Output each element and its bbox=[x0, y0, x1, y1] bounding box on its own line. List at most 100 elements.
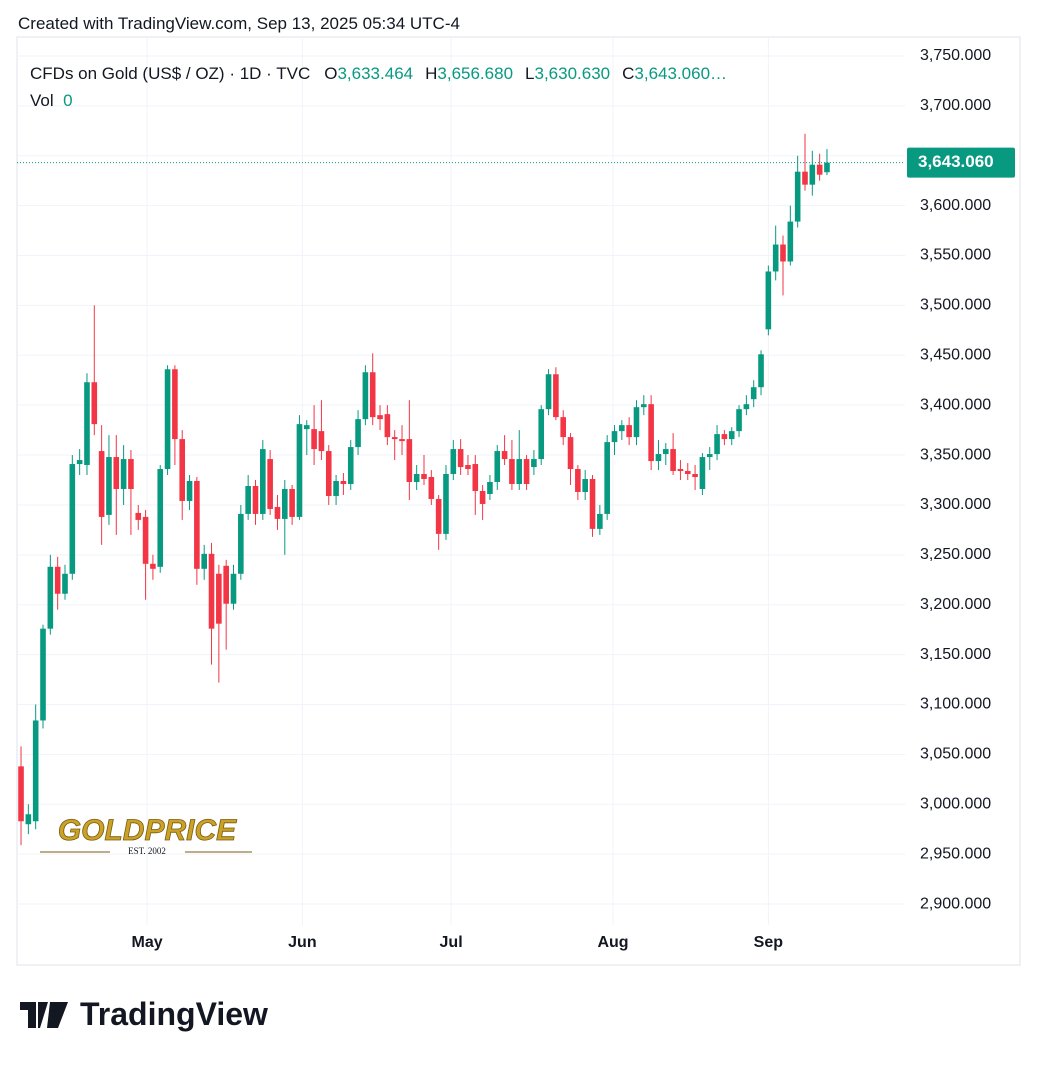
candle-body bbox=[377, 415, 383, 420]
ohlc-value: 3,643.060… bbox=[634, 64, 728, 83]
candle-body bbox=[582, 479, 588, 492]
x-tick-label: Aug bbox=[597, 934, 628, 951]
candle-body bbox=[69, 464, 76, 574]
y-tick-label: 3,450.000 bbox=[920, 347, 991, 364]
candle-body bbox=[758, 354, 764, 388]
candle-body bbox=[347, 447, 354, 484]
candle-body bbox=[172, 369, 178, 440]
candle-body bbox=[223, 565, 229, 604]
candle-body bbox=[128, 459, 134, 489]
candle-body bbox=[201, 553, 207, 569]
candle-body bbox=[54, 566, 61, 594]
symbol: CFDs on Gold (US$ / OZ) · 1D · TVC bbox=[30, 64, 311, 83]
candle-body bbox=[794, 171, 801, 222]
vol-key: Vol bbox=[30, 91, 54, 110]
candle-body bbox=[494, 451, 501, 482]
ohlc-key: H bbox=[425, 64, 438, 83]
legend-row: CFDs on Gold (US$ / OZ) · 1D · TVC O3,633… bbox=[30, 60, 727, 87]
candle-body bbox=[91, 382, 98, 425]
candle-body bbox=[567, 437, 574, 470]
legend: CFDs on Gold (US$ / OZ) · 1D · TVC O3,633… bbox=[30, 60, 727, 114]
candle-body bbox=[84, 382, 90, 466]
candle-body bbox=[809, 164, 816, 185]
candle-body bbox=[311, 429, 317, 450]
candle-body bbox=[369, 372, 376, 418]
candle-body bbox=[318, 431, 325, 452]
candle-body bbox=[289, 488, 295, 517]
last-price-tag bbox=[907, 147, 1015, 178]
candle-body bbox=[824, 162, 830, 173]
y-tick-label: 3,700.000 bbox=[920, 97, 991, 114]
watermark-name: GOLDPRICE bbox=[58, 814, 237, 847]
ohlc: O3,633.464 H3,656.680 L3,630.630 C3,643.060… bbox=[310, 64, 727, 83]
candle-body bbox=[208, 553, 215, 629]
candle-body bbox=[333, 481, 339, 496]
footer: TradingView bbox=[20, 996, 268, 1033]
candle-body bbox=[216, 573, 222, 624]
candle-body bbox=[721, 434, 728, 440]
candle-body bbox=[501, 451, 508, 460]
candle-body bbox=[677, 469, 684, 472]
y-tick-label: 3,000.000 bbox=[920, 795, 991, 812]
candle-body bbox=[560, 417, 567, 438]
y-tick-label: 3,500.000 bbox=[920, 297, 991, 314]
candle-body bbox=[487, 481, 493, 494]
candle-body bbox=[238, 513, 244, 574]
candle-body bbox=[523, 459, 530, 484]
candle-body bbox=[245, 485, 251, 514]
candle-body bbox=[472, 464, 479, 491]
watermark: GOLDPRICE EST. 2002 bbox=[40, 814, 252, 856]
candle-body bbox=[260, 449, 266, 514]
candle-body bbox=[743, 404, 750, 410]
candle-body bbox=[670, 449, 676, 472]
candle-body bbox=[194, 481, 200, 569]
y-tick-label: 3,250.000 bbox=[920, 546, 991, 563]
candle-body bbox=[538, 409, 545, 460]
candle-body bbox=[18, 766, 24, 822]
candle-body bbox=[274, 506, 281, 519]
candle-body bbox=[479, 490, 486, 504]
y-tick-label: 3,550.000 bbox=[920, 247, 991, 264]
candle-body bbox=[684, 471, 691, 475]
candle-body bbox=[516, 459, 523, 484]
candle-body bbox=[142, 516, 149, 564]
logo-shape bbox=[20, 1001, 68, 1028]
y-tick-label: 3,100.000 bbox=[920, 696, 991, 713]
candle-body bbox=[296, 424, 303, 517]
brand-logo bbox=[20, 1001, 68, 1028]
candle-body bbox=[435, 498, 442, 534]
candle-body bbox=[802, 171, 808, 185]
y-tick-label: 3,050.000 bbox=[920, 746, 991, 763]
ohlc-key: C bbox=[622, 64, 635, 83]
candle-body bbox=[662, 449, 669, 455]
candle-body bbox=[179, 439, 186, 501]
y-tick-label: 2,950.000 bbox=[920, 845, 991, 862]
ohlc-key: O bbox=[324, 64, 338, 83]
candle-body bbox=[787, 221, 794, 262]
candle-body bbox=[47, 566, 54, 629]
candle-body bbox=[604, 442, 610, 514]
x-tick-label: Sep bbox=[754, 934, 784, 951]
candle-body bbox=[750, 387, 757, 400]
ohlc-key: L bbox=[525, 64, 535, 83]
candle-body bbox=[699, 457, 706, 489]
candle-body bbox=[157, 469, 164, 567]
watermark-sub: EST. 2002 bbox=[128, 846, 166, 856]
candle-body bbox=[597, 513, 603, 529]
candle-body bbox=[816, 164, 823, 175]
candle-body bbox=[98, 451, 105, 517]
x-tick-label: May bbox=[131, 934, 162, 951]
y-tick-label: 3,300.000 bbox=[920, 496, 991, 513]
candle-body bbox=[303, 425, 310, 430]
candle-body bbox=[772, 244, 779, 272]
candle-body bbox=[509, 459, 515, 484]
candle-body bbox=[186, 481, 193, 501]
candle-body bbox=[421, 474, 427, 480]
candle-body bbox=[325, 451, 332, 496]
candle-body bbox=[150, 563, 156, 569]
y-tick-label: 3,400.000 bbox=[920, 396, 991, 413]
candle-body bbox=[62, 573, 68, 594]
candle-body bbox=[450, 449, 457, 475]
candle-body bbox=[575, 469, 581, 492]
